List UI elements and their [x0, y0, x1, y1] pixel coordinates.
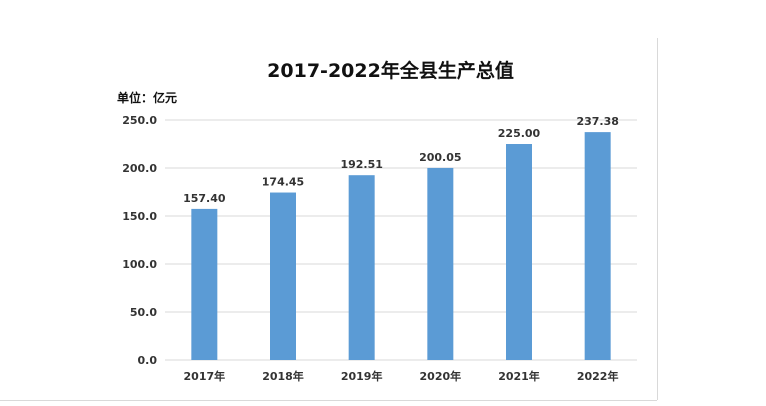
y-tick-label: 0.0 [138, 354, 158, 367]
bar [270, 192, 296, 360]
unit-label: 单位：亿元 [117, 91, 178, 105]
data-label: 200.05 [419, 151, 461, 164]
data-label: 192.51 [340, 158, 382, 171]
y-tick-label: 50.0 [130, 306, 157, 319]
y-axis-ticks: 0.0 50.0 100.0 150.0 200.0 250.0 [122, 114, 157, 367]
y-tick-label: 150.0 [122, 210, 157, 223]
x-tick-label: 2018年 [262, 369, 304, 383]
y-tick-label: 250.0 [122, 114, 157, 127]
frame-border-bottom [0, 400, 657, 401]
bar [584, 132, 611, 360]
gridlines [165, 119, 637, 361]
chart-title: 2017-2022年全县生产总值 [267, 60, 514, 82]
x-axis-ticks: 2017年 2018年 2019年 2020年 2021年 2022年 [184, 369, 619, 383]
data-label: 237.38 [576, 115, 618, 128]
bar [427, 167, 454, 360]
y-tick-label: 200.0 [122, 162, 157, 175]
x-tick-label: 2019年 [341, 369, 383, 383]
bar [348, 175, 375, 360]
bar [506, 144, 532, 360]
data-labels: 157.40 174.45 192.51 200.05 225.00 237.38 [183, 115, 619, 205]
data-label: 157.40 [183, 192, 226, 205]
bar [191, 208, 218, 360]
x-tick-label: 2017年 [184, 369, 226, 383]
frame-border-right [657, 38, 658, 400]
data-label: 174.45 [262, 176, 304, 189]
x-tick-label: 2020年 [420, 369, 462, 383]
data-label: 225.00 [498, 127, 541, 140]
x-tick-label: 2021年 [498, 369, 540, 383]
bars [191, 132, 611, 360]
x-tick-label: 2022年 [577, 369, 619, 383]
y-tick-label: 100.0 [122, 258, 157, 271]
